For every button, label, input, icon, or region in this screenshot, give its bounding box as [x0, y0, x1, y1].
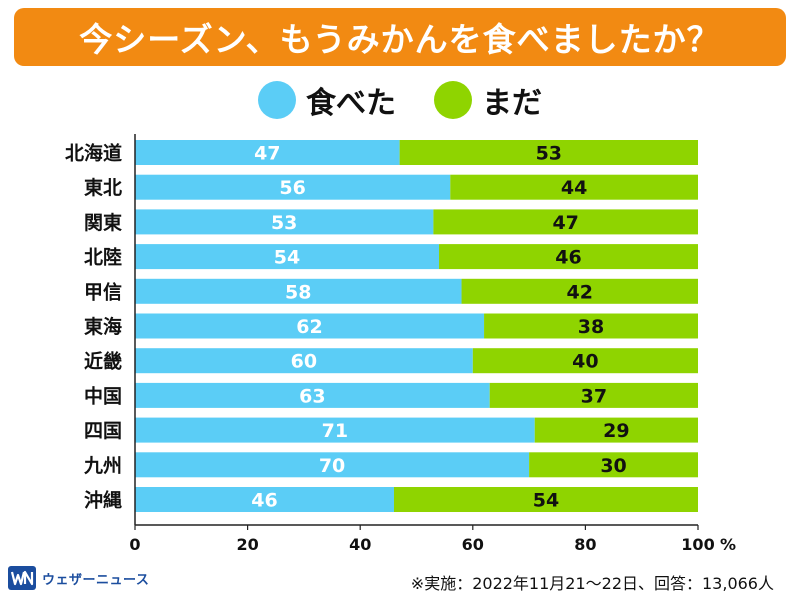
data-label-not-yet: 54 — [533, 490, 559, 512]
bar-segment-ate — [135, 417, 535, 443]
data-label-ate: 62 — [296, 316, 322, 338]
category-label: 東北 — [84, 176, 122, 199]
data-label-ate: 54 — [274, 247, 300, 269]
data-label-ate: 60 — [291, 351, 317, 373]
bar-segment-ate — [135, 209, 434, 235]
bar-segment-not-yet — [450, 174, 698, 200]
bar-segment-ate — [135, 313, 485, 339]
x-tick-label: 80 — [574, 535, 596, 554]
category-label: 九州 — [83, 455, 122, 477]
x-tick-label: 20 — [236, 535, 258, 554]
data-label-not-yet: 38 — [578, 316, 604, 338]
data-label-ate: 56 — [279, 177, 305, 199]
bar-segment-not-yet — [439, 244, 698, 270]
x-tick-label: 0 — [129, 535, 140, 554]
data-label-not-yet: 40 — [572, 351, 598, 373]
data-label-not-yet: 46 — [555, 247, 581, 269]
data-label-not-yet: 29 — [603, 420, 629, 442]
bar-segment-ate — [135, 382, 490, 408]
bar-segment-ate — [135, 174, 451, 200]
bar-segment-not-yet — [534, 417, 698, 443]
data-label-ate: 70 — [319, 455, 345, 477]
data-label-not-yet: 53 — [536, 143, 562, 165]
category-label: 中国 — [84, 384, 122, 407]
survey-note: ※実施：2022年11月21～22日、回答：13,066人 — [410, 574, 774, 593]
bar-segment-ate — [135, 244, 440, 270]
logo-text: ウェザーニュース — [42, 572, 150, 588]
category-label: 甲信 — [84, 280, 122, 303]
data-label-not-yet: 42 — [567, 281, 593, 303]
x-tick-label: 100 — [681, 535, 714, 554]
x-tick-label: 60 — [462, 535, 484, 554]
category-label: 近畿 — [84, 350, 122, 373]
x-axis-unit: % — [720, 535, 736, 554]
legend-swatch-ate — [258, 81, 296, 119]
bar-segment-not-yet — [433, 209, 698, 235]
legend: 食べた まだ — [0, 78, 800, 122]
legend-label-not-yet: まだ — [482, 86, 542, 121]
data-label-ate: 63 — [299, 385, 325, 407]
bar-segment-not-yet — [489, 382, 698, 408]
data-label-not-yet: 44 — [561, 177, 587, 199]
weathernews-logo: ウェザーニュース — [8, 566, 149, 590]
data-label-not-yet: 30 — [600, 455, 626, 477]
category-label: 東海 — [84, 315, 122, 338]
category-label: 沖縄 — [84, 489, 122, 512]
legend-item-ate: 食べた — [258, 78, 396, 122]
bar-segment-not-yet — [529, 452, 698, 478]
bar-segment-not-yet — [399, 140, 698, 165]
category-label: 北海道 — [65, 142, 122, 165]
x-tick-label: 40 — [349, 535, 371, 554]
data-label-ate: 53 — [271, 212, 297, 234]
data-label-ate: 58 — [285, 281, 311, 303]
bar-segment-ate — [135, 452, 530, 478]
category-label: 北陸 — [84, 246, 122, 269]
data-label-ate: 47 — [254, 143, 280, 165]
data-label-ate: 46 — [251, 490, 277, 512]
bar-segment-not-yet — [461, 278, 698, 304]
bar-segment-ate — [135, 278, 462, 304]
category-label: 関東 — [84, 211, 122, 234]
bar-segment-not-yet — [393, 487, 698, 512]
bar-segment-ate — [135, 140, 400, 165]
category-label: 四国 — [84, 420, 122, 442]
bar-segment-ate — [135, 348, 473, 374]
title-banner: 今シーズン、もうみかんを食べましたか？ — [14, 8, 786, 66]
data-label-ate: 71 — [322, 420, 348, 442]
data-label-not-yet: 37 — [581, 385, 607, 407]
legend-swatch-not-yet — [434, 81, 472, 119]
data-label-not-yet: 47 — [552, 212, 578, 234]
legend-item-not-yet: まだ — [434, 78, 542, 122]
bar-segment-ate — [135, 487, 394, 512]
chart-title: 今シーズン、もうみかんを食べましたか？ — [79, 20, 721, 59]
bar-segment-not-yet — [484, 313, 698, 339]
wn-logo-icon — [8, 566, 36, 590]
bar-segment-not-yet — [472, 348, 698, 374]
legend-label-ate: 食べた — [306, 86, 396, 121]
